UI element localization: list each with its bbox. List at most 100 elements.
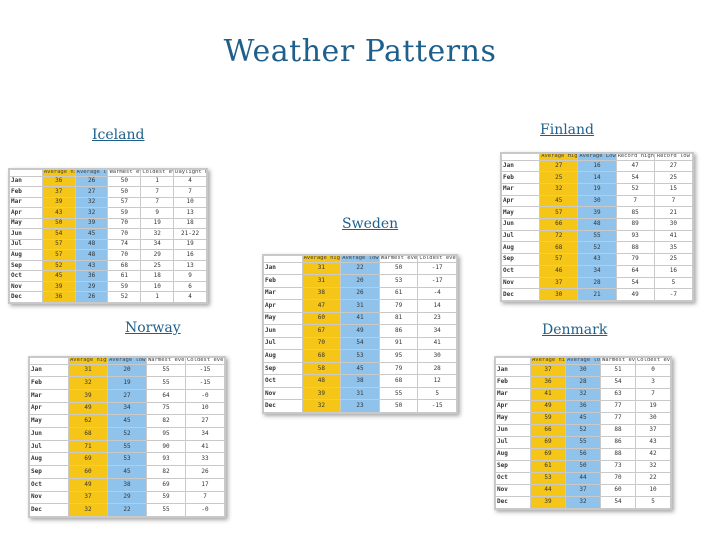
table-row: Jul 57 48 74 34 19 <box>9 238 207 251</box>
table-row: Aug 69 53 93 33 <box>29 452 225 467</box>
column-header: Coldest ever <box>417 255 457 263</box>
value-cell: 59 <box>107 280 142 293</box>
value-cell: 68 <box>301 349 342 363</box>
value-cell: 31 <box>340 386 380 401</box>
value-cell: 9 <box>173 270 207 282</box>
month-cell: Nov <box>9 280 43 293</box>
value-cell: 19 <box>107 376 147 390</box>
table-row: Jan 37 30 51 0 <box>495 363 671 377</box>
month-cell: Jun <box>29 427 69 441</box>
value-cell: 39 <box>74 217 109 230</box>
table-row: May 59 45 77 30 <box>495 411 671 425</box>
value-cell: 35 <box>653 241 694 255</box>
column-header: Warmest ever <box>146 357 186 365</box>
sweden-weather-table: Average high Average low Warmest ever Colde… <box>263 255 457 413</box>
value-cell: 41 <box>417 336 457 351</box>
table-row: Sep 60 45 82 26 <box>29 465 225 479</box>
table-row: Feb 37 27 50 7 7 <box>9 186 207 198</box>
value-cell: 26 <box>340 286 380 301</box>
denmark-link[interactable]: Denmark <box>542 322 608 338</box>
norway-link[interactable]: Norway <box>125 320 181 336</box>
value-cell: 72 <box>539 229 579 243</box>
value-cell: 68 <box>107 259 142 272</box>
value-cell: 29 <box>74 280 109 293</box>
value-cell: -0 <box>185 503 225 517</box>
value-cell: 14 <box>417 299 457 313</box>
value-cell: 1 <box>140 175 175 188</box>
finland-link[interactable]: Finland <box>540 122 595 138</box>
value-cell: 32 <box>301 399 342 413</box>
value-cell: 61 <box>107 270 142 282</box>
column-header: Record low <box>653 153 694 161</box>
column-header: Warmest ever <box>378 255 419 263</box>
table-row: Jun 66 52 88 37 <box>495 423 671 437</box>
value-cell: 55 <box>577 229 617 243</box>
finland-weather-table: Average High Average Low Record high Record… <box>500 153 694 301</box>
month-cell: Apr <box>263 299 303 313</box>
value-cell: 39 <box>577 206 617 220</box>
table-row: Nov 37 28 54 5 <box>500 276 694 290</box>
value-cell: 49 <box>68 477 108 492</box>
value-cell: 19 <box>635 399 671 413</box>
value-cell: 45 <box>340 361 380 376</box>
value-cell: 1 <box>140 291 175 303</box>
sweden-link[interactable]: Sweden <box>342 216 399 232</box>
value-cell: 82 <box>146 465 186 479</box>
month-cell: Feb <box>9 186 43 198</box>
value-cell: 55 <box>565 435 601 449</box>
month-cell: Nov <box>495 483 531 497</box>
value-cell: 43 <box>577 253 617 266</box>
page-title: Weather Patterns <box>223 34 497 69</box>
value-cell: 50 <box>565 459 601 473</box>
value-cell: 7 <box>653 194 694 208</box>
table-row: Oct 45 36 61 18 9 <box>9 270 207 282</box>
value-cell: 91 <box>378 336 419 351</box>
value-cell: 39 <box>530 495 566 510</box>
month-cell: Apr <box>495 399 531 413</box>
month-cell: Sep <box>500 253 541 266</box>
value-cell: 61 <box>530 459 566 473</box>
month-cell: Oct <box>495 471 531 485</box>
value-cell: 41 <box>530 387 566 401</box>
value-cell: -17 <box>417 261 457 276</box>
month-cell: Nov <box>263 386 303 401</box>
value-cell: 36 <box>41 291 76 303</box>
value-cell: 16 <box>173 249 207 261</box>
table-row: Sep 52 43 68 25 13 <box>9 259 207 272</box>
value-cell: 7 <box>635 387 671 401</box>
value-cell: 32 <box>539 182 579 196</box>
month-cell: May <box>9 217 43 230</box>
value-cell: 21 <box>577 288 617 301</box>
value-cell: 39 <box>41 196 76 209</box>
value-cell: 58 <box>301 361 342 376</box>
month-cell: Mar <box>9 196 43 209</box>
value-cell: 49 <box>615 288 655 301</box>
table-row: Jan 36 26 50 1 4 <box>9 175 207 188</box>
value-cell: 70 <box>301 336 342 351</box>
value-cell: 68 <box>378 374 419 388</box>
value-cell: 53 <box>378 274 419 288</box>
column-header: Average Low <box>577 153 617 161</box>
norway-weather-table: Average high Average low Warmest ever Colde… <box>29 357 225 517</box>
value-cell: 57 <box>41 249 76 261</box>
table-row: Jun 54 45 70 32 21-22 <box>9 228 207 240</box>
month-cell: Oct <box>29 477 69 492</box>
table-row: Aug 68 53 95 30 <box>263 349 457 363</box>
iceland-link[interactable]: Iceland <box>92 127 145 143</box>
value-cell: 19 <box>577 182 617 196</box>
table-row: Dec 32 23 50 -15 <box>263 399 457 413</box>
value-cell: 59 <box>530 411 566 425</box>
value-cell: 52 <box>615 182 655 196</box>
column-header: Average low <box>565 357 601 365</box>
month-cell: Feb <box>29 376 69 390</box>
value-cell: 53 <box>530 471 566 485</box>
value-cell: 21-22 <box>173 228 207 240</box>
month-cell: Feb <box>495 375 531 389</box>
value-cell: 9 <box>140 207 175 219</box>
month-cell: Sep <box>9 259 43 272</box>
value-cell: 23 <box>417 311 457 326</box>
value-cell: 70 <box>600 471 636 485</box>
